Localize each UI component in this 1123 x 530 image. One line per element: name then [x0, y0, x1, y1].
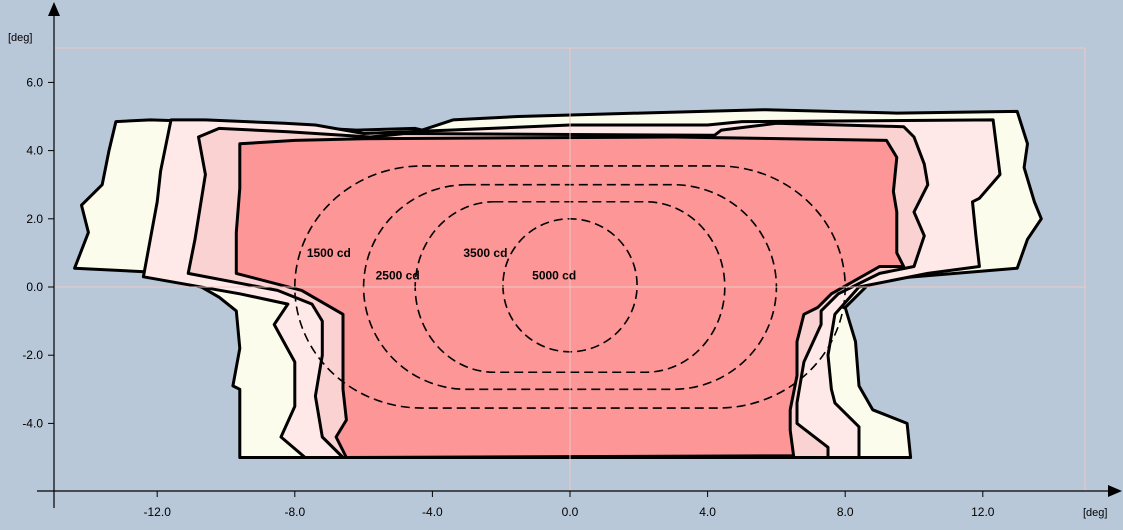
isocandela-curves — [294, 165, 846, 409]
y-tick-label: -4.0 — [22, 416, 43, 430]
y-tick-label: 4.0 — [26, 144, 43, 158]
y-axis-arrow-icon — [48, 2, 60, 16]
grid-lines — [54, 47, 1086, 491]
x-tick-label: -4.0 — [422, 505, 443, 519]
x-axis-unit-label: [deg] — [1083, 507, 1107, 519]
y-tick-label: 2.0 — [26, 212, 43, 226]
x-tick-label: -12.0 — [144, 505, 172, 519]
x-tick-label: 0.0 — [562, 505, 579, 519]
x-tick-label: 12.0 — [971, 505, 995, 519]
x-tick-label: 8.0 — [837, 505, 854, 519]
isocandela-curve-3500-cd — [414, 200, 726, 374]
isocandela-curve-5000-cd — [502, 218, 638, 353]
isocandela-labels: 1500 cd 2500 cd 3500 cd 5000 cd — [307, 246, 576, 283]
y-tick-label: 6.0 — [26, 75, 43, 89]
y-tick-label: -2.0 — [22, 348, 43, 362]
axes — [37, 2, 1122, 508]
isocandela-label: 1500 cd — [307, 246, 351, 260]
x-tick-label: 4.0 — [699, 505, 716, 519]
isocandela-curve-1500-cd — [294, 165, 846, 409]
y-tick-label: 0.0 — [26, 280, 43, 294]
isocandela-label: 5000 cd — [532, 269, 576, 283]
isocandela-label: 3500 cd — [463, 246, 507, 260]
isocandela-label: 2500 cd — [376, 269, 420, 283]
x-tick-label: -8.0 — [284, 505, 305, 519]
axis-ticks: -12.0 -8.0 -4.0 0.0 4.0 8.0 12.0 -4.0 -2.0 0.0 2.0… — [22, 75, 994, 519]
x-axis-arrow-icon — [1108, 485, 1122, 497]
y-axis-unit-label: [deg] — [8, 32, 32, 44]
